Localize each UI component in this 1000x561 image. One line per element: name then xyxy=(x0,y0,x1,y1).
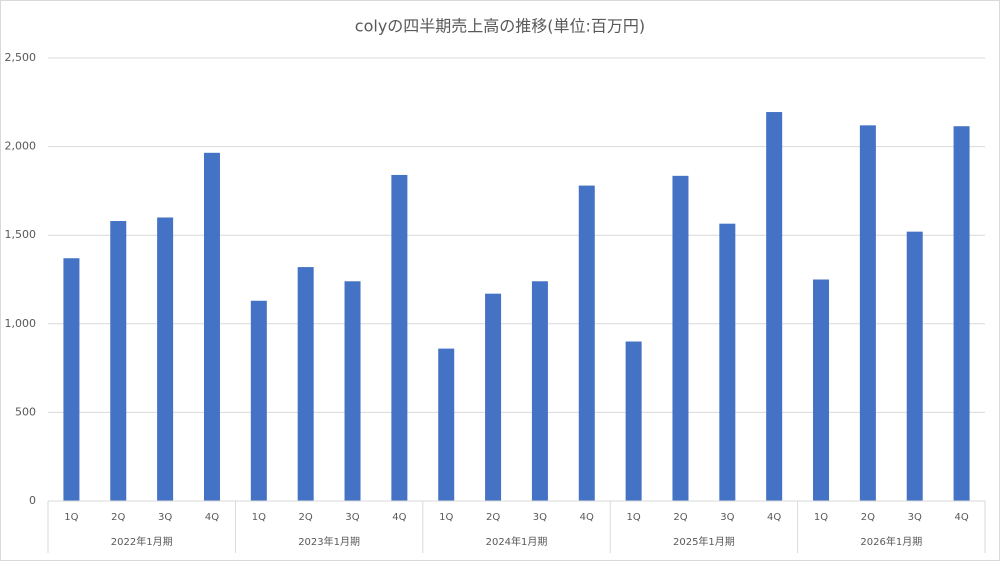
x-tick-label: 2Q xyxy=(861,512,875,523)
bar xyxy=(719,223,736,501)
chart-title: colyの四半期売上高の推移(単位:百万円) xyxy=(355,17,645,36)
x-tick-label: 2Q xyxy=(111,512,125,523)
bar xyxy=(906,231,923,501)
x-tick-label: 1Q xyxy=(814,512,828,523)
y-tick-label: 1,000 xyxy=(5,317,37,330)
group-label: 2024年1月期 xyxy=(486,535,548,548)
bar xyxy=(391,174,408,501)
x-tick-label: 1Q xyxy=(627,512,641,523)
bar xyxy=(766,112,783,502)
x-tick-label: 4Q xyxy=(767,512,781,523)
x-tick-label: 2Q xyxy=(673,512,687,523)
bar xyxy=(813,279,830,501)
bar xyxy=(625,341,642,501)
x-tick-label: 3Q xyxy=(720,512,734,523)
bar xyxy=(672,175,689,501)
group-label: 2023年1月期 xyxy=(298,535,360,548)
x-tick-label: 2Q xyxy=(486,512,500,523)
bar xyxy=(110,221,127,502)
group-label: 2022年1月期 xyxy=(111,535,173,548)
bar xyxy=(157,217,174,502)
y-tick-label: 2,500 xyxy=(5,51,37,64)
bar xyxy=(203,152,220,501)
x-tick-label: 4Q xyxy=(580,512,594,523)
y-tick-label: 1,500 xyxy=(5,228,37,241)
bar xyxy=(250,300,267,501)
group-label: 2026年1月期 xyxy=(860,535,922,548)
x-tick-label: 4Q xyxy=(954,512,968,523)
bar xyxy=(531,281,548,501)
x-tick-label: 2Q xyxy=(299,512,313,523)
bar xyxy=(859,125,876,501)
x-tick-label: 1Q xyxy=(252,512,266,523)
x-tick-label: 3Q xyxy=(345,512,359,523)
x-tick-label: 4Q xyxy=(205,512,219,523)
x-tick-label: 3Q xyxy=(533,512,547,523)
x-tick-label: 3Q xyxy=(158,512,172,523)
bar xyxy=(485,293,502,501)
y-tick-label: 500 xyxy=(15,405,36,418)
y-tick-label: 2,000 xyxy=(5,140,37,153)
bar xyxy=(344,281,361,501)
x-tick-label: 4Q xyxy=(392,512,406,523)
group-label: 2025年1月期 xyxy=(673,535,735,548)
bar xyxy=(63,258,80,501)
bar xyxy=(297,267,314,501)
y-tick-label: 0 xyxy=(29,494,36,507)
x-tick-label: 3Q xyxy=(908,512,922,523)
x-tick-label: 1Q xyxy=(439,512,453,523)
bar xyxy=(953,126,970,502)
x-tick-label: 1Q xyxy=(64,512,78,523)
bar xyxy=(578,185,595,502)
bar xyxy=(438,348,455,501)
